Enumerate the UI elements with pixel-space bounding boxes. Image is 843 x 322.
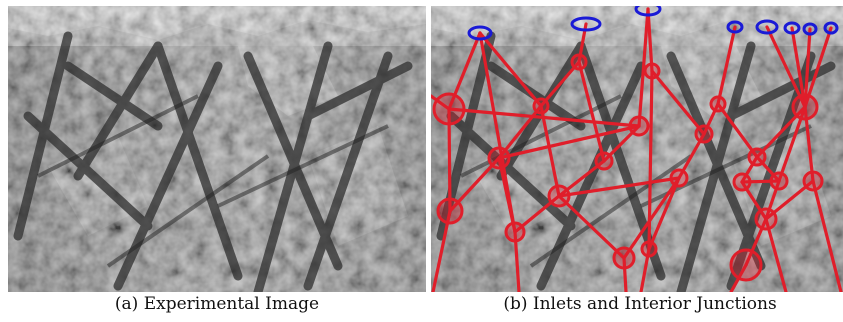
inlet-marker <box>726 20 744 34</box>
network-edge <box>764 217 788 292</box>
junction-marker <box>802 170 824 192</box>
network-edge <box>650 69 706 136</box>
junction-marker <box>640 240 658 258</box>
network-edge <box>716 102 759 159</box>
network-edge <box>755 155 781 183</box>
network-edge <box>740 155 759 184</box>
junction-marker <box>487 146 511 170</box>
network-edge <box>557 176 681 198</box>
network-edge <box>811 179 843 292</box>
caption-experimental-image: (a) Experimental Image <box>114 294 320 314</box>
network-edge <box>765 25 807 109</box>
network-edge <box>497 124 641 160</box>
inlet-marker <box>467 25 493 41</box>
network-edge <box>740 179 781 184</box>
caption-inlets-junctions: (b) Inlets and Interior Junctions <box>503 294 777 314</box>
junction-marker <box>709 95 727 113</box>
network-edge <box>497 156 517 234</box>
network-edge <box>647 176 681 251</box>
junction-marker <box>747 147 767 167</box>
junction-marker <box>570 53 588 71</box>
experimental-image <box>8 6 426 292</box>
network-edge <box>431 209 452 292</box>
network-edge <box>539 104 561 198</box>
inlet-marker <box>570 16 602 32</box>
network-edge <box>539 60 581 108</box>
network-overlay-image <box>431 6 843 292</box>
network-edge <box>744 217 768 267</box>
junction-marker <box>791 93 819 121</box>
junction-marker <box>643 62 661 80</box>
network-edge <box>622 256 628 292</box>
network-edge <box>447 107 452 213</box>
network-edge <box>716 25 737 106</box>
network-edge <box>478 31 543 108</box>
interior-junctions <box>432 53 824 282</box>
network-edge <box>803 26 833 109</box>
inlet-markers <box>467 6 839 41</box>
junction-marker <box>669 168 689 188</box>
junction-marker <box>436 197 464 225</box>
junction-marker <box>432 92 466 126</box>
network-edge <box>431 94 451 111</box>
junction-marker <box>628 115 650 137</box>
junction-marker <box>694 124 714 144</box>
junction-marker <box>547 184 571 208</box>
network-edge <box>622 176 681 260</box>
junction-marker <box>594 151 614 171</box>
inlet-marker <box>755 19 779 35</box>
junction-marker <box>769 171 789 191</box>
junction-marker <box>754 207 778 231</box>
junction-marker <box>504 221 526 243</box>
inlet-marker <box>802 22 818 36</box>
junction-marker <box>532 97 550 115</box>
junction-marker <box>612 246 636 270</box>
inlet-marker <box>783 21 801 35</box>
inlet-marker <box>634 6 662 17</box>
network-edge <box>577 60 606 163</box>
network-edge <box>447 107 641 128</box>
network-edge <box>637 7 650 128</box>
junction-marker <box>729 248 763 282</box>
network-edge <box>557 194 626 260</box>
inlet-marker <box>823 21 839 35</box>
junction-marker <box>732 172 752 192</box>
